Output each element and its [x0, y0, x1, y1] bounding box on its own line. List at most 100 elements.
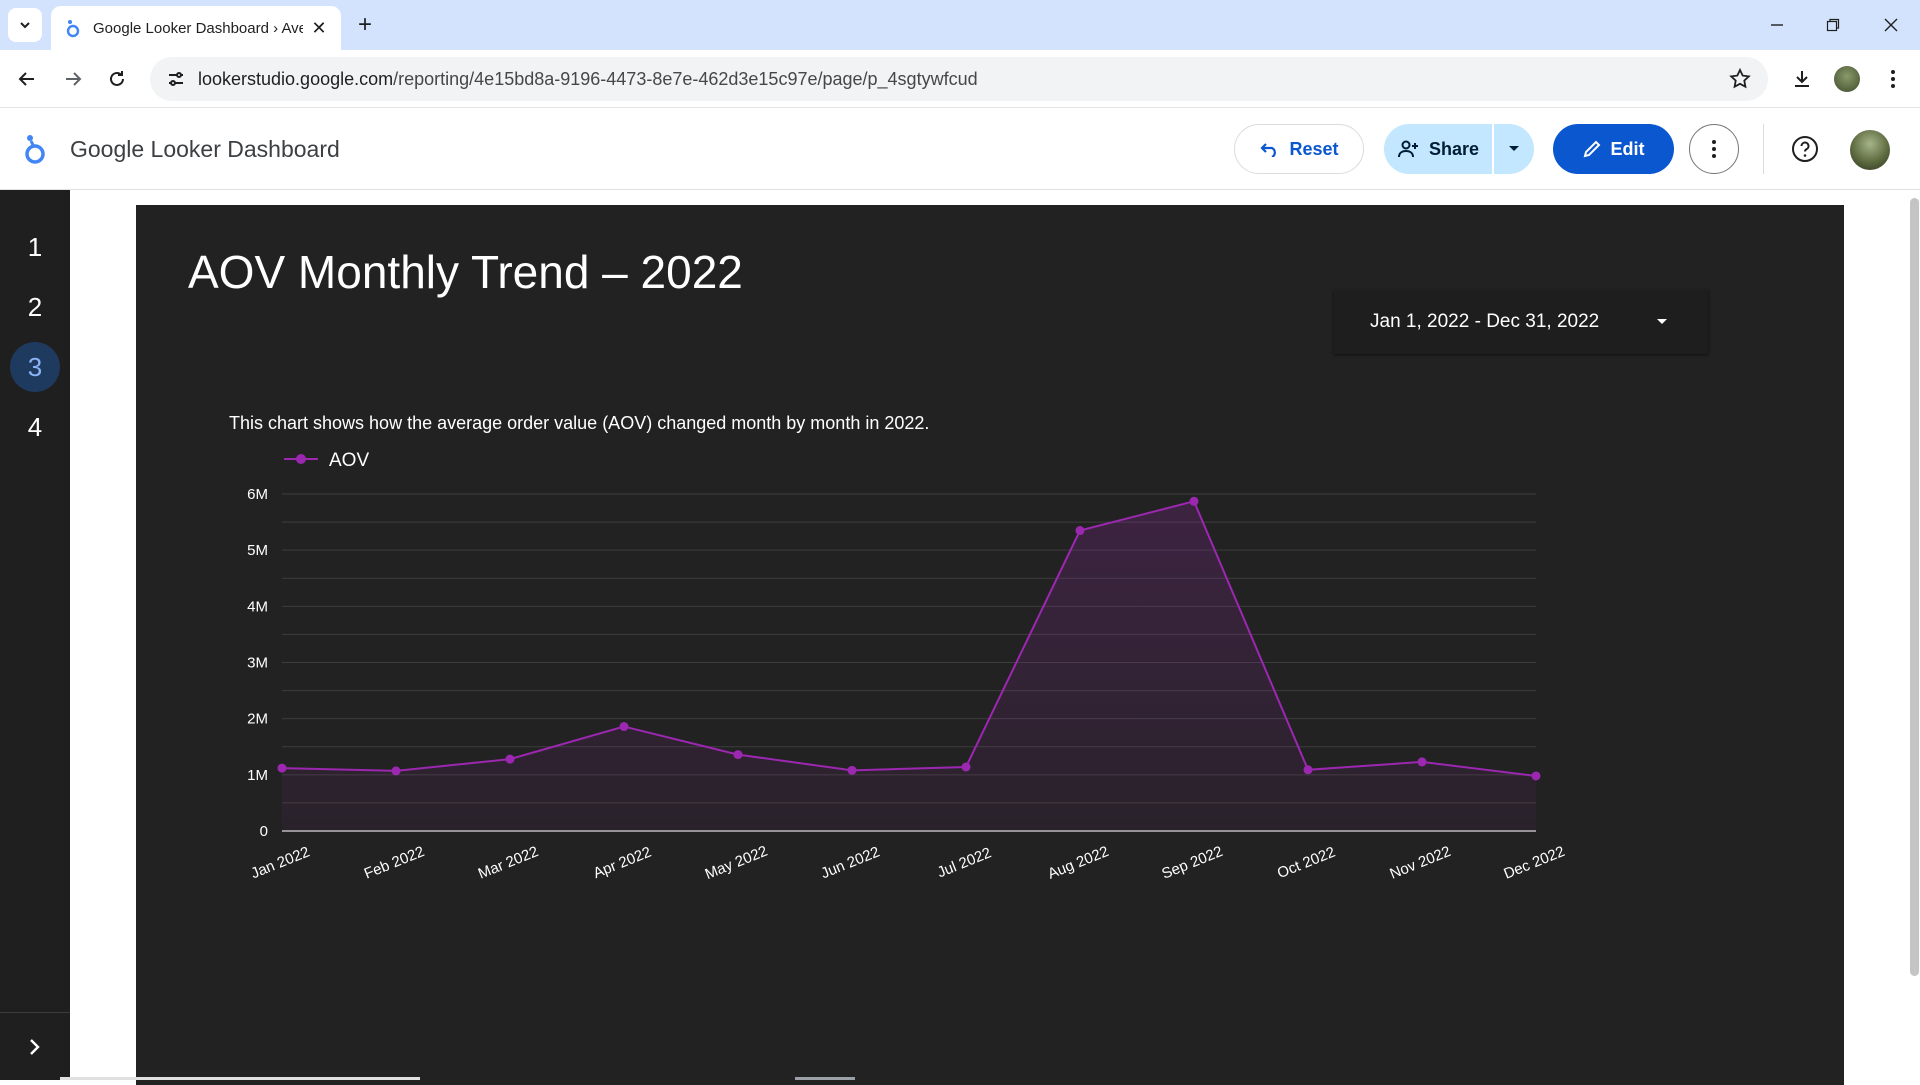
date-range-value: Jan 1, 2022 - Dec 31, 2022 — [1370, 311, 1600, 332]
aov-data-point[interactable] — [1189, 496, 1199, 506]
expand-pages-button[interactable] — [0, 1012, 70, 1080]
help-icon — [1792, 136, 1818, 162]
aov-series-line[interactable] — [281, 500, 1537, 777]
y-tick-label: 6M — [247, 486, 268, 503]
address-bar[interactable]: lookerstudio.google.com/reporting/4e15bd… — [150, 57, 1768, 101]
tab-search-button[interactable] — [8, 8, 42, 42]
x-tick-label: Feb 2022 — [362, 843, 427, 883]
y-tick-label: 1M — [247, 767, 268, 784]
chart-y-axis: 0 1M 2M 3M 4M 5M 6M — [247, 486, 268, 840]
aov-data-point[interactable] — [505, 754, 515, 764]
chart-description: This chart shows how the average order v… — [229, 413, 930, 433]
person-add-icon — [1397, 140, 1418, 158]
page-3-link[interactable]: 3 — [10, 342, 60, 392]
close-tab-icon[interactable]: ✕ — [311, 17, 327, 38]
aov-area-chart: 0 1M 2M 3M 4M 5M 6M Jan 2022 Feb 2022 Mar 2022 Ap… — [247, 450, 1568, 883]
x-tick-label: Jun 2022 — [819, 843, 883, 882]
x-tick-label: Jan 2022 — [249, 843, 313, 882]
back-button[interactable] — [10, 62, 44, 96]
x-tick-label: Nov 2022 — [1387, 843, 1453, 883]
chevron-down-icon — [20, 22, 30, 29]
date-range-control[interactable]: Jan 1, 2022 - Dec 31, 2022 — [1334, 290, 1708, 354]
reset-label: Reset — [1289, 138, 1339, 159]
looker-logo-icon — [25, 135, 45, 164]
close-icon — [1884, 18, 1898, 32]
x-tick-label: Dec 2022 — [1501, 843, 1567, 883]
account-avatar[interactable] — [1850, 130, 1890, 170]
page-1-link[interactable]: 1 — [27, 231, 43, 262]
x-tick-label: Oct 2022 — [1275, 844, 1338, 883]
help-button[interactable] — [1788, 132, 1822, 166]
url-host: lookerstudio.google.com — [198, 68, 394, 89]
y-tick-label: 5M — [247, 542, 268, 559]
undo-icon — [1260, 143, 1277, 157]
y-tick-label: 0 — [260, 823, 268, 840]
kebab-menu-icon — [1891, 70, 1895, 88]
x-tick-label: May 2022 — [703, 843, 770, 883]
y-tick-label: 3M — [247, 655, 268, 672]
edit-button[interactable]: Edit — [1553, 124, 1674, 174]
share-dropdown-button[interactable] — [1494, 124, 1534, 174]
report-name[interactable]: Google Looker Dashboard — [70, 136, 340, 162]
horizontal-scroll-thumb[interactable] — [795, 1077, 855, 1080]
restore-button[interactable] — [1813, 10, 1853, 40]
share-button[interactable]: Share — [1384, 124, 1492, 174]
header-divider — [1763, 124, 1764, 174]
aov-data-point[interactable] — [1417, 757, 1427, 767]
app-header: Google Looker Dashboard Reset Share Edit — [0, 108, 1920, 190]
x-tick-label: Aug 2022 — [1045, 843, 1111, 883]
new-tab-button[interactable]: + — [357, 11, 372, 38]
chart-x-axis: Jan 2022 Feb 2022 Mar 2022 Apr 2022 May 2022… — [249, 843, 1568, 883]
browser-tab-active[interactable]: Google Looker Dashboard › Average Order … — [51, 6, 341, 50]
x-tick-label: Mar 2022 — [476, 843, 541, 883]
aov-data-point[interactable] — [277, 763, 287, 773]
aov-data-point[interactable] — [391, 766, 401, 776]
minimize-icon — [1771, 24, 1783, 26]
profile-button[interactable] — [1830, 62, 1864, 96]
page-navigation: 1 2 3 4 — [0, 190, 70, 1080]
aov-data-point[interactable] — [1303, 765, 1313, 775]
aov-data-point[interactable] — [1531, 771, 1541, 781]
restore-icon — [1826, 18, 1840, 32]
browser-toolbar: lookerstudio.google.com/reporting/4e15bd… — [0, 50, 1920, 108]
aov-data-point[interactable] — [1075, 526, 1085, 536]
pencil-icon — [1583, 140, 1600, 158]
x-tick-label: Jul 2022 — [935, 844, 994, 881]
vertical-scrollbar[interactable] — [1910, 198, 1919, 976]
reset-button[interactable]: Reset — [1234, 124, 1364, 174]
report-canvas: AOV Monthly Trend – 2022 Jan 1, 2022 - D… — [70, 190, 1920, 1085]
edit-label: Edit — [1610, 138, 1645, 159]
aov-data-point[interactable] — [619, 722, 629, 732]
legend-marker — [296, 454, 306, 464]
aov-data-point[interactable] — [961, 762, 971, 772]
browser-tabstrip: Google Looker Dashboard › Average Order … — [0, 0, 1920, 50]
minimize-button[interactable] — [1757, 10, 1797, 40]
downloads-button[interactable] — [1785, 62, 1819, 96]
tab-title: Google Looker Dashboard › Average Order … — [93, 19, 303, 37]
more-options-button[interactable] — [1689, 124, 1739, 174]
chart-legend[interactable]: AOV — [284, 450, 369, 471]
reload-icon — [110, 71, 124, 86]
download-icon — [1795, 71, 1809, 87]
caret-down-icon — [1657, 319, 1667, 324]
chart-series[interactable] — [277, 496, 1541, 831]
aov-area-fill — [282, 501, 1536, 831]
share-label: Share — [1428, 138, 1480, 159]
site-info-button[interactable] — [154, 57, 198, 101]
close-window-button[interactable] — [1871, 10, 1911, 40]
page-2-link[interactable]: 2 — [27, 291, 43, 322]
arrow-right-icon — [66, 72, 82, 86]
profile-avatar — [1834, 66, 1860, 92]
star-icon — [1729, 67, 1751, 89]
bookmark-star-button[interactable] — [1728, 67, 1752, 96]
forward-button[interactable] — [56, 62, 90, 96]
chevron-right-icon — [30, 1038, 40, 1055]
report-page: AOV Monthly Trend – 2022 Jan 1, 2022 - D… — [136, 205, 1844, 1085]
aov-data-point[interactable] — [733, 750, 743, 760]
page-4-link[interactable]: 4 — [27, 411, 43, 442]
aov-data-point[interactable] — [847, 765, 857, 775]
browser-menu-button[interactable] — [1876, 62, 1910, 96]
tune-icon — [169, 72, 183, 86]
reload-button[interactable] — [100, 62, 134, 96]
looker-favicon-icon — [66, 20, 80, 38]
